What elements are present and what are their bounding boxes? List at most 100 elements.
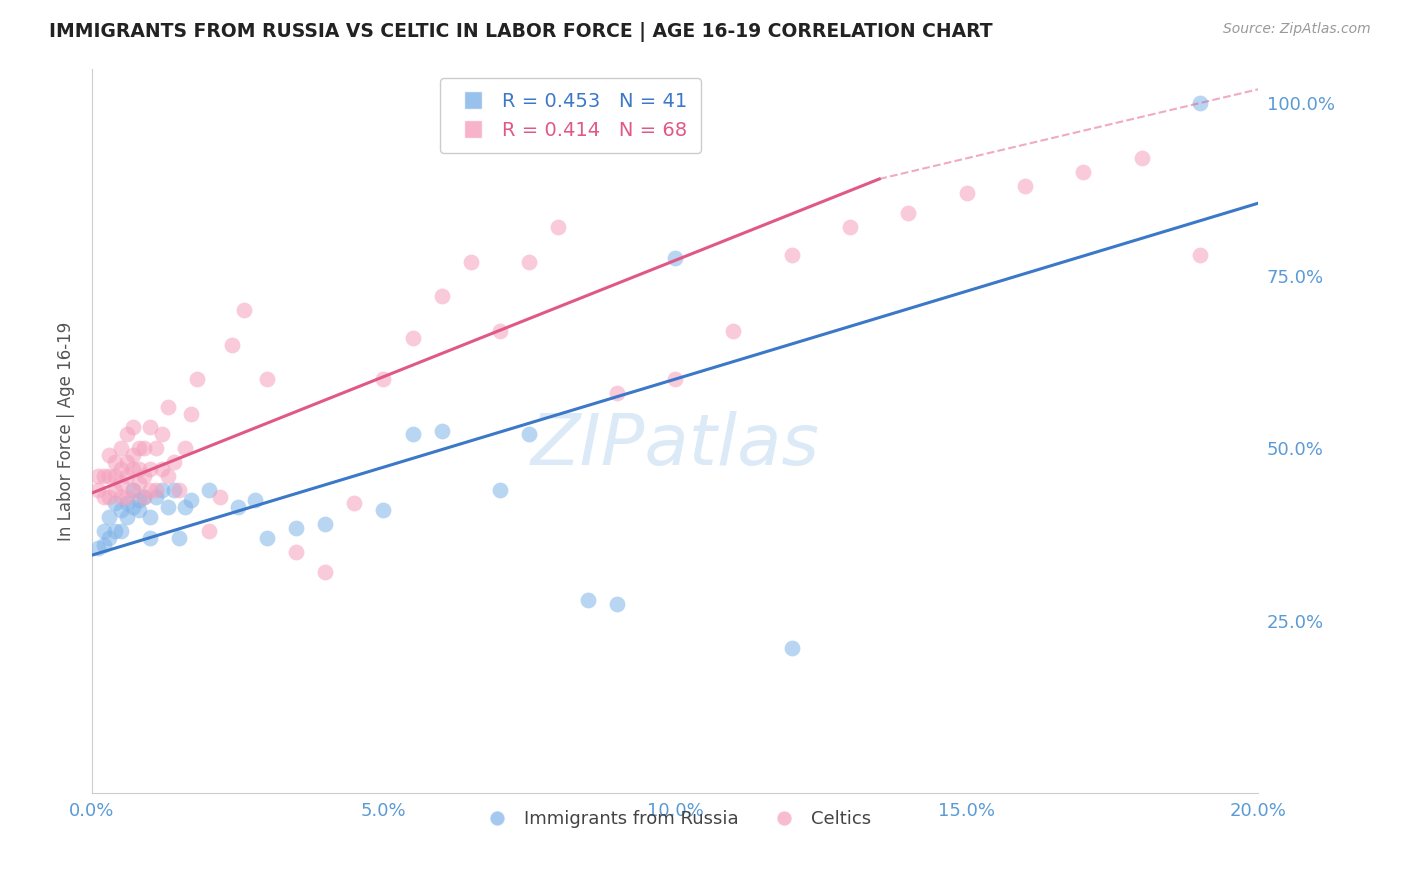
Point: [606, 597, 628, 611]
Point: [723, 324, 745, 338]
Point: [314, 517, 336, 532]
Point: [780, 248, 803, 262]
Point: [780, 641, 803, 656]
Point: [121, 420, 143, 434]
Point: [115, 427, 138, 442]
Point: [343, 496, 366, 510]
Point: [285, 520, 308, 534]
Point: [139, 510, 162, 524]
Point: [150, 462, 173, 476]
Point: [115, 468, 138, 483]
Point: [110, 475, 132, 490]
Point: [664, 252, 686, 266]
Text: IMMIGRANTS FROM RUSSIA VS CELTIC IN LABOR FORCE | AGE 16-19 CORRELATION CHART: IMMIGRANTS FROM RUSSIA VS CELTIC IN LABO…: [49, 22, 993, 42]
Point: [98, 468, 121, 483]
Point: [104, 524, 127, 538]
Point: [373, 372, 395, 386]
Point: [1189, 96, 1212, 111]
Point: [256, 372, 278, 386]
Point: [606, 386, 628, 401]
Point: [430, 424, 453, 438]
Point: [174, 441, 197, 455]
Point: [314, 566, 336, 580]
Point: [209, 490, 232, 504]
Point: [547, 220, 569, 235]
Point: [110, 524, 132, 538]
Point: [139, 462, 162, 476]
Point: [180, 407, 202, 421]
Point: [401, 427, 423, 442]
Point: [897, 206, 920, 220]
Point: [489, 324, 512, 338]
Point: [93, 468, 115, 483]
Point: [243, 492, 266, 507]
Point: [98, 490, 121, 504]
Point: [128, 475, 150, 490]
Point: [156, 400, 179, 414]
Point: [139, 483, 162, 497]
Point: [460, 255, 482, 269]
Legend: Immigrants from Russia, Celtics: Immigrants from Russia, Celtics: [472, 803, 879, 835]
Point: [121, 462, 143, 476]
Point: [121, 483, 143, 497]
Point: [104, 468, 127, 483]
Point: [232, 303, 254, 318]
Point: [128, 462, 150, 476]
Point: [401, 331, 423, 345]
Point: [86, 483, 108, 497]
Point: [139, 420, 162, 434]
Point: [285, 545, 308, 559]
Point: [93, 538, 115, 552]
Point: [115, 496, 138, 510]
Point: [956, 186, 979, 200]
Text: ZIPatlas: ZIPatlas: [530, 411, 820, 480]
Point: [128, 492, 150, 507]
Point: [139, 531, 162, 545]
Point: [517, 255, 540, 269]
Point: [1130, 151, 1153, 165]
Point: [93, 524, 115, 538]
Point: [180, 492, 202, 507]
Point: [145, 483, 167, 497]
Point: [110, 490, 132, 504]
Point: [221, 337, 243, 351]
Point: [98, 531, 121, 545]
Point: [134, 490, 156, 504]
Point: [145, 441, 167, 455]
Point: [226, 500, 249, 514]
Text: Source: ZipAtlas.com: Source: ZipAtlas.com: [1223, 22, 1371, 37]
Point: [134, 468, 156, 483]
Point: [134, 441, 156, 455]
Point: [128, 503, 150, 517]
Point: [115, 510, 138, 524]
Point: [104, 483, 127, 497]
Point: [1073, 165, 1095, 179]
Point: [115, 490, 138, 504]
Point: [110, 462, 132, 476]
Point: [104, 496, 127, 510]
Y-axis label: In Labor Force | Age 16-19: In Labor Force | Age 16-19: [58, 321, 75, 541]
Point: [93, 490, 115, 504]
Point: [110, 441, 132, 455]
Point: [664, 372, 686, 386]
Point: [197, 483, 219, 497]
Point: [1014, 178, 1036, 193]
Point: [134, 490, 156, 504]
Point: [576, 593, 599, 607]
Point: [121, 500, 143, 514]
Point: [430, 289, 453, 303]
Point: [1189, 248, 1212, 262]
Point: [256, 531, 278, 545]
Point: [86, 541, 108, 556]
Point: [169, 483, 191, 497]
Point: [86, 468, 108, 483]
Point: [98, 448, 121, 462]
Point: [162, 483, 184, 497]
Point: [104, 455, 127, 469]
Point: [186, 372, 208, 386]
Point: [115, 455, 138, 469]
Point: [150, 483, 173, 497]
Point: [839, 220, 862, 235]
Point: [162, 455, 184, 469]
Point: [169, 531, 191, 545]
